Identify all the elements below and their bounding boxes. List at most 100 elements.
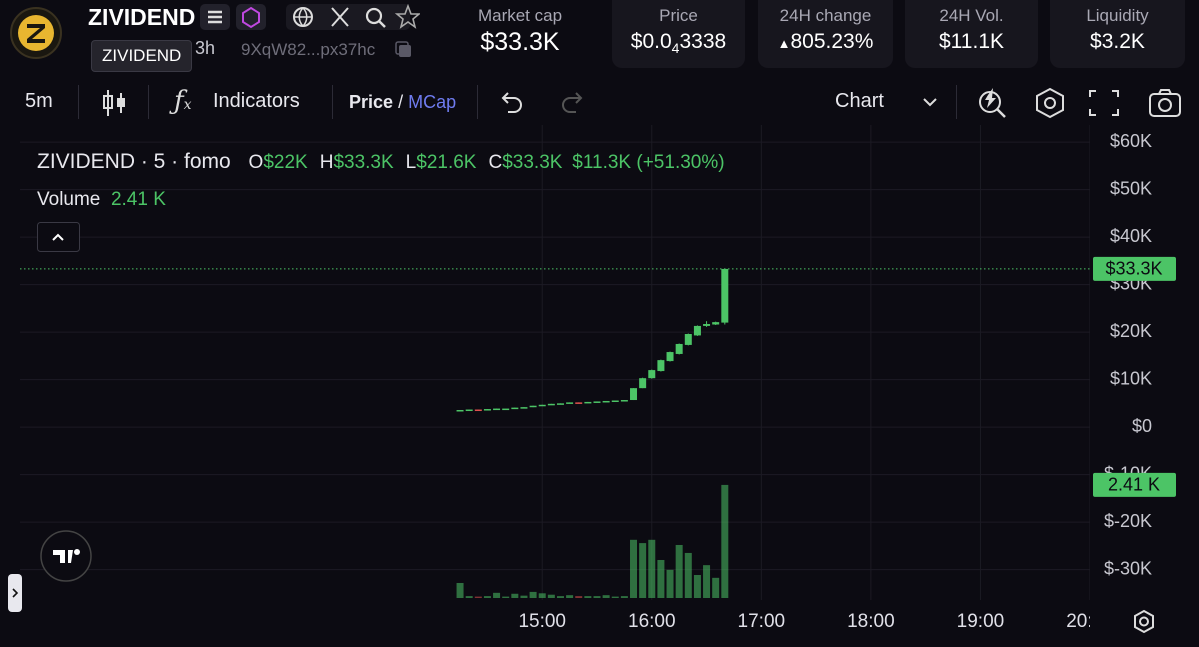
volume-bar	[593, 596, 601, 598]
ohlc-value: $21.6K	[416, 152, 477, 173]
stat-label: Liquidity	[1086, 6, 1149, 25]
x-tick-label: 18:00	[847, 611, 895, 632]
stat-value: $11.1K	[939, 30, 1004, 53]
x-tick-label: 15:00	[518, 611, 566, 632]
chart-type-button[interactable]: Chart	[835, 90, 884, 112]
candle-body	[547, 403, 555, 406]
candle-body	[474, 409, 482, 412]
undo-redo[interactable]	[498, 90, 588, 116]
tradingview-logo[interactable]	[40, 530, 94, 584]
price-mcap-toggle[interactable]: Price / MCap	[349, 92, 456, 113]
ohlc-value: $22K	[263, 152, 308, 173]
ohlc-label: L	[405, 152, 417, 173]
volume-bar	[693, 575, 701, 598]
volume-bar	[584, 596, 592, 598]
volume-bar	[502, 596, 510, 598]
token-logo	[10, 7, 62, 59]
volume-bar	[483, 596, 491, 598]
ohlc-value: $33.3K	[502, 152, 563, 173]
token-address: 9XqW82...px37hc	[241, 40, 376, 59]
divider	[332, 85, 333, 119]
stat-value: 805.23%	[790, 30, 874, 53]
last-volume-badge	[1093, 472, 1176, 497]
ohlc-label: H	[319, 152, 334, 173]
stat-label: Market cap	[477, 6, 563, 25]
volume-bar	[712, 577, 720, 598]
token-age: 3h	[195, 38, 216, 58]
volume-bar	[639, 543, 647, 598]
stat-volume: 24H Vol. $11.1K	[905, 0, 1038, 68]
candle-body	[502, 408, 510, 411]
ohlc-label: O	[248, 152, 264, 173]
tooltip: ZIVIDEND	[91, 40, 193, 72]
candle-body	[693, 325, 701, 336]
fx-icon[interactable]: ƒx	[174, 86, 192, 116]
volume-bar	[721, 484, 729, 598]
divider	[148, 85, 149, 119]
volume-bar	[602, 595, 610, 598]
chevron[interactable]	[920, 95, 940, 109]
stat-value: $33.3K	[480, 28, 560, 56]
separator: /	[398, 92, 404, 112]
candle-body	[493, 408, 501, 411]
volume-bar	[684, 552, 692, 598]
x-tick-label: 20:00	[1066, 611, 1114, 632]
volume-bar	[611, 596, 619, 598]
price-option: Price	[349, 92, 394, 112]
interval-button[interactable]: 5m	[25, 90, 53, 112]
indicators-button[interactable]: Indicators	[213, 90, 300, 112]
volume-label: Volume	[37, 189, 101, 210]
candle-body	[721, 268, 729, 323]
copy-icon[interactable]	[394, 40, 414, 60]
divider	[956, 85, 957, 119]
x-tick-label: 17:00	[738, 611, 786, 632]
header-icons	[200, 4, 420, 30]
candle-body	[456, 410, 464, 412]
volume-bar	[511, 593, 519, 598]
ohlc-label: C	[488, 152, 503, 173]
last-volume-label: 2.41 K	[1108, 475, 1160, 495]
settings-icon[interactable]	[1130, 608, 1158, 636]
toolbar-icons[interactable]	[974, 84, 1184, 120]
candle-body	[620, 400, 628, 402]
last-price-badge	[1093, 256, 1176, 281]
x-tick-label: 19:00	[957, 611, 1005, 632]
volume-value: 2.41 K	[110, 189, 166, 210]
legend-change: $11.3K (+51.30%)	[572, 152, 725, 173]
volume-bar	[657, 559, 665, 598]
candle-body	[520, 407, 528, 409]
side-tab[interactable]	[8, 574, 24, 614]
stat-label: 24H Vol.	[939, 6, 1004, 25]
token-name: ZIVIDEND	[88, 4, 196, 30]
candle-body	[538, 404, 546, 407]
volume-bar	[520, 595, 528, 598]
volume-bar	[630, 539, 638, 598]
candle-body	[703, 324, 711, 326]
candle-body	[593, 401, 601, 403]
stat-value: $3.2K	[1090, 30, 1145, 53]
divider	[477, 85, 478, 119]
volume-bar	[556, 596, 564, 598]
y-tick-label: $40K	[1110, 226, 1152, 246]
volume-bar	[575, 596, 583, 598]
y-tick-label: $60K	[1110, 131, 1152, 151]
candle-body	[529, 405, 537, 408]
candle-type-icon[interactable]	[102, 88, 128, 118]
volume-bar	[547, 594, 555, 598]
volume-bar	[703, 565, 711, 598]
mcap-option: MCap	[408, 92, 457, 112]
candle-body	[511, 407, 519, 410]
volume-bar	[529, 591, 537, 598]
legend-volume: Volume 2.41 K	[37, 189, 166, 211]
candle-body	[611, 400, 619, 402]
volume-bar	[566, 595, 574, 598]
candle-body	[575, 402, 583, 404]
collapse-button[interactable]	[37, 222, 81, 253]
volume-bar	[620, 596, 628, 598]
price-digits: 3338	[679, 30, 727, 53]
candle-body	[483, 409, 491, 411]
volume-bar	[538, 593, 546, 598]
divider	[78, 85, 79, 119]
